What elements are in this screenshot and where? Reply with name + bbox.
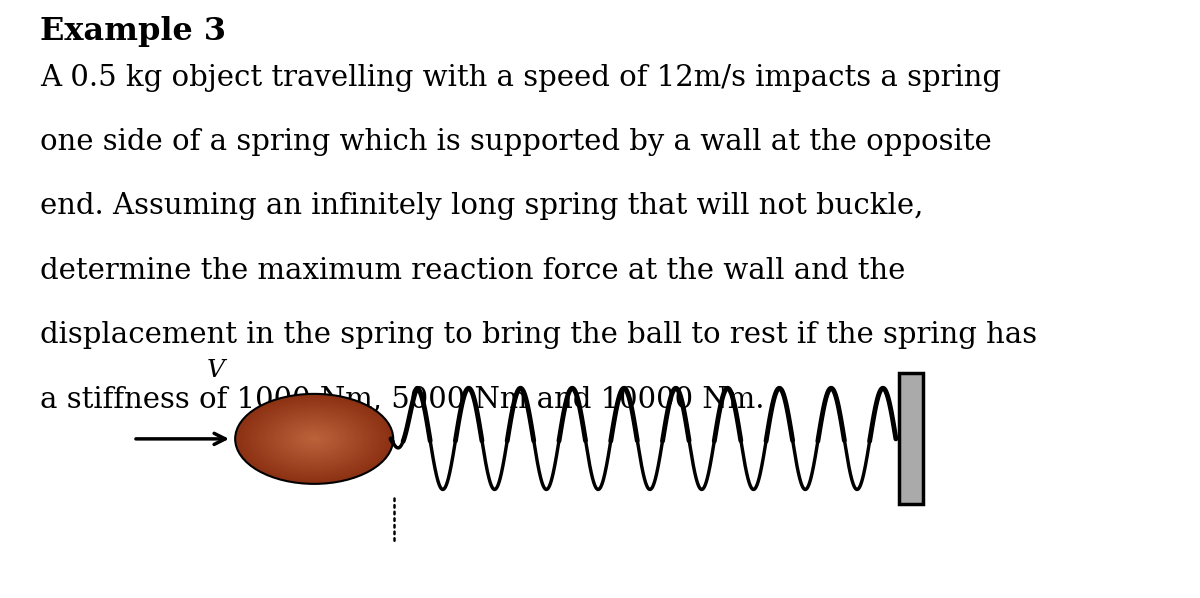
Ellipse shape xyxy=(251,403,378,475)
Text: displacement in the spring to bring the ball to rest if the spring has: displacement in the spring to bring the … xyxy=(40,321,1037,349)
Ellipse shape xyxy=(306,434,322,443)
Ellipse shape xyxy=(248,401,380,477)
Text: Example 3: Example 3 xyxy=(40,16,226,47)
Text: V: V xyxy=(206,359,224,382)
Ellipse shape xyxy=(299,430,330,448)
Ellipse shape xyxy=(288,424,341,454)
Text: a stiffness of 1000 Nm, 5000 Nm and 10000 Nm.: a stiffness of 1000 Nm, 5000 Nm and 1000… xyxy=(40,385,764,413)
Ellipse shape xyxy=(272,415,356,463)
Ellipse shape xyxy=(293,427,335,451)
Ellipse shape xyxy=(246,400,383,478)
Ellipse shape xyxy=(290,425,338,452)
Ellipse shape xyxy=(257,406,372,472)
Ellipse shape xyxy=(262,409,367,469)
Ellipse shape xyxy=(238,395,390,483)
Ellipse shape xyxy=(308,436,319,442)
Ellipse shape xyxy=(277,418,352,460)
Ellipse shape xyxy=(240,397,388,481)
Ellipse shape xyxy=(266,412,361,466)
Text: A 0.5 kg object travelling with a speed of 12m/s impacts a spring: A 0.5 kg object travelling with a speed … xyxy=(40,64,1001,92)
Text: determine the maximum reaction force at the wall and the: determine the maximum reaction force at … xyxy=(40,257,905,285)
Ellipse shape xyxy=(312,437,317,440)
Ellipse shape xyxy=(244,398,385,480)
Text: one side of a spring which is supported by a wall at the opposite: one side of a spring which is supported … xyxy=(40,128,991,156)
Ellipse shape xyxy=(282,421,346,457)
Ellipse shape xyxy=(264,410,365,468)
Ellipse shape xyxy=(304,433,325,445)
Ellipse shape xyxy=(286,422,343,455)
Ellipse shape xyxy=(301,431,328,446)
Ellipse shape xyxy=(235,394,394,484)
Ellipse shape xyxy=(270,413,359,465)
Ellipse shape xyxy=(275,416,354,462)
Ellipse shape xyxy=(280,419,348,459)
Bar xyxy=(899,373,923,504)
Text: end. Assuming an infinitely long spring that will not buckle,: end. Assuming an infinitely long spring … xyxy=(40,193,923,221)
Ellipse shape xyxy=(259,407,370,471)
Ellipse shape xyxy=(295,428,332,449)
Ellipse shape xyxy=(253,404,374,474)
